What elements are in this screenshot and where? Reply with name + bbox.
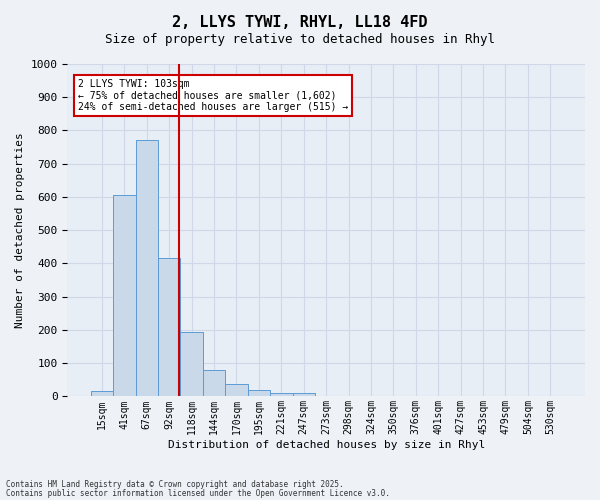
Bar	[248, 390, 270, 396]
Bar	[136, 140, 158, 396]
Text: 2 LLYS TYWI: 103sqm
← 75% of detached houses are smaller (1,602)
24% of semi-det: 2 LLYS TYWI: 103sqm ← 75% of detached ho…	[77, 79, 348, 112]
Text: Contains public sector information licensed under the Open Government Licence v3: Contains public sector information licen…	[6, 488, 390, 498]
Bar	[91, 392, 113, 396]
Bar	[293, 393, 315, 396]
Y-axis label: Number of detached properties: Number of detached properties	[15, 132, 25, 328]
Bar	[225, 384, 248, 396]
X-axis label: Distribution of detached houses by size in Rhyl: Distribution of detached houses by size …	[167, 440, 485, 450]
Bar	[181, 332, 203, 396]
Bar	[203, 370, 225, 396]
Text: Size of property relative to detached houses in Rhyl: Size of property relative to detached ho…	[105, 32, 495, 46]
Bar	[270, 393, 293, 396]
Bar	[113, 196, 136, 396]
Bar	[158, 258, 181, 396]
Text: Contains HM Land Registry data © Crown copyright and database right 2025.: Contains HM Land Registry data © Crown c…	[6, 480, 344, 489]
Text: 2, LLYS TYWI, RHYL, LL18 4FD: 2, LLYS TYWI, RHYL, LL18 4FD	[172, 15, 428, 30]
